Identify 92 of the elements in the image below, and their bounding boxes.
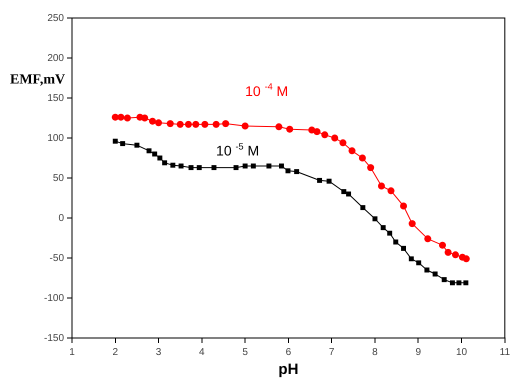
point: [146, 148, 152, 154]
x-tick-label: 6: [286, 346, 292, 358]
point: [424, 235, 432, 242]
point: [188, 165, 194, 170]
point: [286, 126, 294, 133]
point: [234, 165, 239, 170]
point: [149, 118, 156, 125]
point: [380, 225, 386, 230]
point: [339, 139, 346, 146]
point: [462, 255, 470, 262]
point: [166, 120, 174, 128]
point: [117, 114, 124, 121]
y-tick-label: 100: [47, 132, 64, 144]
x-tick-label: 5: [242, 346, 248, 358]
y-tick-label: -100: [44, 292, 64, 304]
x-tick-label: 8: [372, 346, 378, 358]
point: [401, 246, 406, 251]
point: [346, 192, 352, 196]
point: [367, 164, 374, 172]
point: [141, 114, 148, 122]
x-tick-label: 7: [328, 346, 335, 358]
point: [442, 277, 447, 282]
series-label: 10 -5 M: [216, 141, 260, 159]
y-tick-label: 200: [47, 52, 64, 64]
point: [242, 164, 248, 168]
point: [317, 178, 322, 183]
x-tick-label: 1: [69, 346, 76, 358]
point: [211, 165, 216, 170]
point: [372, 216, 378, 222]
point: [294, 169, 300, 174]
point: [155, 119, 162, 126]
point: [192, 120, 200, 128]
point: [393, 240, 398, 244]
point: [348, 147, 356, 154]
y-tick-label: -150: [44, 332, 64, 344]
series-label: 10 -4 M: [245, 82, 288, 99]
y-tick-label: 250: [47, 12, 64, 24]
point: [387, 187, 394, 194]
point: [176, 120, 184, 128]
point: [162, 160, 168, 166]
point: [184, 120, 192, 128]
point: [326, 178, 332, 184]
x-tick-label: 9: [415, 346, 422, 358]
point: [424, 268, 430, 272]
point: [378, 182, 385, 190]
point: [360, 205, 366, 210]
x-tick-label: 2: [112, 346, 118, 358]
point: [222, 120, 230, 128]
point: [279, 164, 284, 168]
y-tick-label: -50: [50, 252, 64, 264]
x-tick-label: 10: [456, 346, 468, 358]
point: [134, 142, 140, 148]
point: [444, 248, 452, 256]
point: [341, 189, 346, 194]
x-axis-title: pH: [278, 361, 298, 378]
y-tick-label: 50: [52, 172, 64, 184]
y-axis-title: EMF,mV: [10, 72, 66, 88]
point: [112, 138, 118, 144]
point: [157, 156, 162, 160]
point: [266, 164, 272, 168]
point: [250, 164, 256, 168]
point: [196, 165, 202, 170]
point: [456, 280, 462, 286]
point: [120, 141, 126, 146]
point: [408, 256, 414, 262]
point: [178, 164, 184, 168]
point: [450, 280, 455, 286]
point: [212, 120, 220, 128]
point: [321, 131, 328, 138]
x-tick-label: 11: [500, 346, 510, 358]
point: [387, 230, 392, 236]
point: [408, 220, 416, 228]
point: [275, 123, 282, 130]
point: [438, 242, 446, 249]
point: [358, 154, 366, 162]
point: [331, 134, 338, 142]
y-tick-label: 0: [58, 212, 64, 224]
point: [416, 260, 422, 266]
point: [152, 152, 158, 156]
point: [285, 168, 290, 174]
point: [400, 202, 408, 210]
point: [124, 114, 131, 122]
x-tick-label: 4: [199, 346, 206, 358]
x-tick-label: 3: [156, 346, 162, 358]
point: [170, 162, 176, 168]
point: [432, 272, 438, 276]
point: [242, 122, 249, 130]
point: [463, 280, 468, 286]
point: [313, 128, 320, 136]
y-tick-label: 150: [47, 92, 64, 104]
point: [452, 251, 459, 258]
point: [201, 120, 208, 128]
